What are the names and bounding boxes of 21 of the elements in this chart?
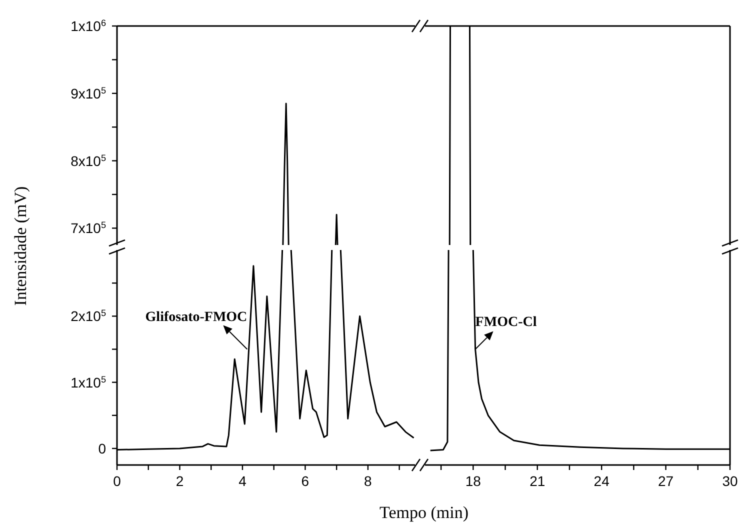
- y-tick-label: 2x10$^{5}$: [70, 308, 106, 324]
- x-tick-label: 6: [301, 473, 310, 489]
- y-tick-label: 8x10$^{5}$: [70, 152, 106, 169]
- y-tick-label: 1x10$^{6}$: [70, 18, 106, 34]
- x-tick-label: 21: [530, 473, 546, 489]
- x-tick-label: 2: [176, 473, 184, 489]
- x-tick-label: 0: [113, 473, 122, 489]
- x-tick-label: 24: [594, 473, 610, 489]
- annotation: Glifosato-FMOC: [145, 310, 248, 326]
- y-tick-label: 7x10$^{5}$: [70, 220, 106, 236]
- x-tick-label: 27: [658, 473, 674, 489]
- y-tick-label: 0: [98, 440, 106, 456]
- annotation: FMOC-Cl: [475, 315, 537, 330]
- y-axis-title: Intensidade (mV): [11, 186, 30, 306]
- x-axis-title: Tempo (min): [380, 503, 468, 522]
- x-tick-label: 4: [238, 473, 247, 489]
- x-tick-label: 8: [364, 473, 372, 489]
- y-tick-label: 1x10$^{5}$: [70, 374, 106, 390]
- y-tick-label: 9x10$^{5}$: [70, 85, 106, 102]
- x-tick-label: 18: [465, 473, 482, 489]
- x-tick-label: 30: [722, 473, 738, 489]
